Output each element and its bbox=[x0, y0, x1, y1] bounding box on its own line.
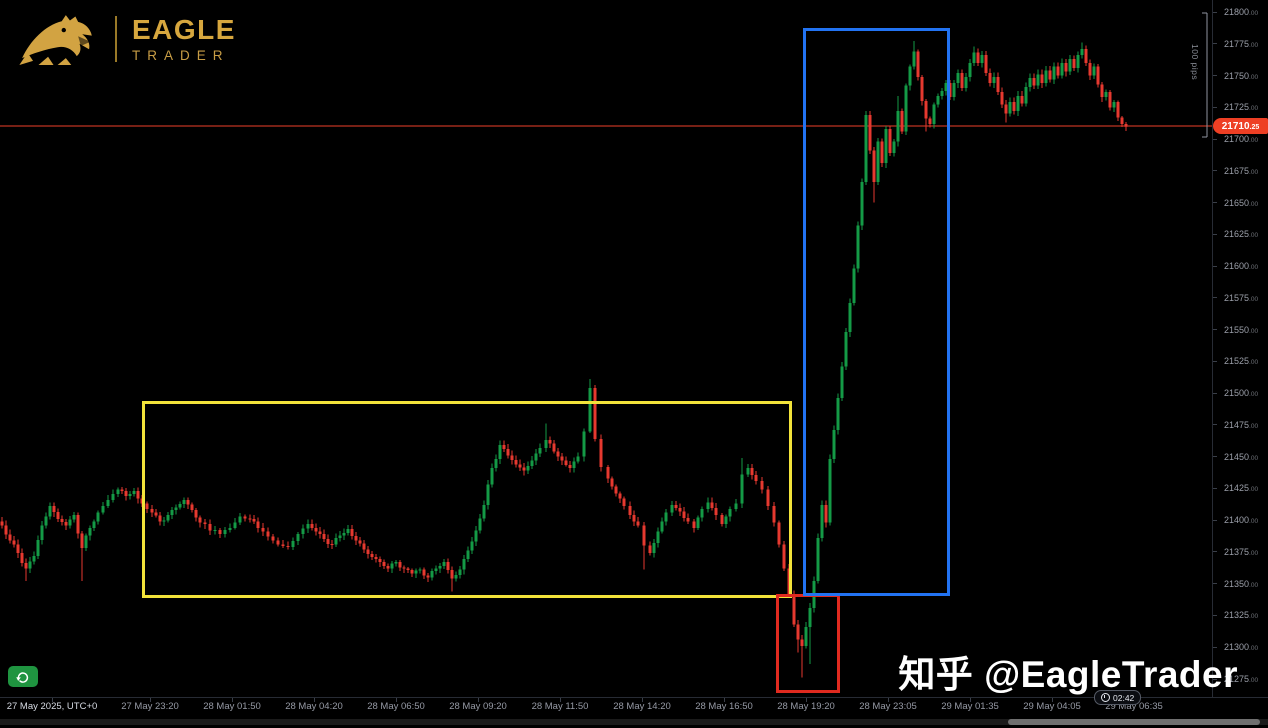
price-tick bbox=[1213, 646, 1217, 648]
time-tick-label: 27 May 2025, UTC+0 bbox=[6, 701, 98, 712]
chart-scrollbar-thumb[interactable] bbox=[1008, 719, 1260, 725]
time-tick-label: 28 May 19:20 bbox=[777, 701, 835, 712]
chart-area[interactable] bbox=[0, 0, 1213, 697]
time-tick-label: 29 May 06:35 bbox=[1105, 701, 1163, 712]
price-tick bbox=[1213, 456, 1217, 458]
measure-bracket[interactable] bbox=[1202, 12, 1210, 138]
price-tick bbox=[1213, 297, 1217, 299]
price-tick-label: 21625.00 bbox=[1224, 229, 1259, 240]
time-tick-label: 28 May 06:50 bbox=[367, 701, 425, 712]
price-tick-label: 21550.00 bbox=[1224, 324, 1259, 335]
price-tick-label: 21650.00 bbox=[1224, 197, 1259, 208]
time-tick bbox=[888, 698, 889, 702]
last-price-int: 21710 bbox=[1221, 120, 1250, 132]
price-tick bbox=[1213, 43, 1217, 45]
watermark: 知乎 @EagleTrader bbox=[898, 654, 1238, 695]
price-tick-label: 21425.00 bbox=[1224, 483, 1259, 494]
price-tick bbox=[1213, 424, 1217, 426]
time-tick bbox=[642, 698, 643, 702]
price-tick bbox=[1213, 360, 1217, 362]
last-price-badge: 21710.25 bbox=[1213, 118, 1268, 135]
price-tick bbox=[1213, 583, 1217, 585]
price-tick-label: 21675.00 bbox=[1224, 165, 1259, 176]
price-tick-label: 21525.00 bbox=[1224, 356, 1259, 367]
time-tick-label: 28 May 01:50 bbox=[203, 701, 261, 712]
time-tick bbox=[724, 698, 725, 702]
price-tick bbox=[1213, 106, 1217, 108]
price-tick bbox=[1213, 11, 1217, 13]
last-price-dec: .25 bbox=[1249, 123, 1260, 131]
price-axis[interactable]: 21800.00 21775.00 21750.00 21725.00 21700.00… bbox=[1212, 0, 1268, 697]
candlestick-chart[interactable] bbox=[0, 0, 1213, 697]
time-tick-label: 28 May 09:20 bbox=[449, 701, 507, 712]
countdown-text: 02:42 bbox=[1113, 692, 1135, 703]
price-tick-label: 21500.00 bbox=[1224, 388, 1259, 399]
price-tick bbox=[1213, 678, 1217, 680]
replay-refresh-icon bbox=[16, 672, 29, 683]
price-tick bbox=[1213, 551, 1217, 553]
clock-icon bbox=[1101, 693, 1110, 702]
price-tick bbox=[1213, 202, 1217, 204]
logo-divider bbox=[115, 16, 117, 62]
bar-countdown: 02:42 bbox=[1094, 690, 1142, 705]
price-tick bbox=[1213, 75, 1217, 77]
price-tick-label: 21575.00 bbox=[1224, 292, 1259, 303]
time-tick bbox=[150, 698, 151, 702]
price-tick-label: 21600.00 bbox=[1224, 261, 1259, 272]
time-tick bbox=[52, 698, 53, 702]
time-tick-label: 28 May 14:20 bbox=[613, 701, 671, 712]
price-tick-label: 21800.00 bbox=[1224, 7, 1259, 17]
time-tick bbox=[806, 698, 807, 702]
breakout-rally-box[interactable] bbox=[803, 28, 950, 596]
time-tick-label: 27 May 23:20 bbox=[121, 701, 179, 712]
price-tick bbox=[1213, 392, 1217, 394]
price-tick-label: 21325.00 bbox=[1224, 610, 1259, 621]
price-tick bbox=[1213, 233, 1217, 235]
time-tick bbox=[478, 698, 479, 702]
time-tick bbox=[314, 698, 315, 702]
price-tick-label: 21375.00 bbox=[1224, 546, 1259, 557]
measure-label: 100 pips bbox=[1190, 44, 1200, 81]
eagle-icon bbox=[19, 15, 92, 65]
price-tick-label: 21350.00 bbox=[1224, 578, 1259, 589]
price-tick bbox=[1213, 487, 1217, 489]
price-tick-label: 21700.00 bbox=[1224, 134, 1259, 145]
chart-scrollbar-track[interactable] bbox=[0, 719, 1268, 725]
price-tick-label: 21300.00 bbox=[1224, 642, 1259, 653]
price-tick bbox=[1213, 519, 1217, 521]
time-tick bbox=[232, 698, 233, 702]
brand-logo: EAGLE TRADER bbox=[18, 10, 236, 68]
time-tick-label: 28 May 16:50 bbox=[695, 701, 753, 712]
price-tick-label: 21450.00 bbox=[1224, 451, 1259, 462]
price-tick bbox=[1213, 265, 1217, 267]
time-tick-label: 28 May 11:50 bbox=[531, 701, 589, 712]
price-tick bbox=[1213, 614, 1217, 616]
time-tick bbox=[1052, 698, 1053, 702]
time-tick-label: 28 May 04:20 bbox=[285, 701, 343, 712]
price-tick-label: 21400.00 bbox=[1224, 515, 1259, 526]
replay-button[interactable] bbox=[8, 666, 38, 687]
price-tick bbox=[1213, 170, 1217, 172]
consolidation-range-box[interactable] bbox=[142, 401, 792, 598]
sell-off-low-box[interactable] bbox=[776, 594, 840, 693]
price-tick-label: 21725.00 bbox=[1224, 102, 1259, 113]
brand-title: EAGLE bbox=[132, 13, 236, 45]
time-axis[interactable]: 27 May 2025, UTC+0 27 May 23:20 28 May 01:… bbox=[0, 697, 1268, 714]
price-tick-label: 21475.00 bbox=[1224, 419, 1259, 430]
price-tick-label: 21275.00 bbox=[1224, 674, 1259, 684]
time-tick bbox=[396, 698, 397, 702]
time-tick bbox=[970, 698, 971, 702]
time-tick bbox=[560, 698, 561, 702]
price-tick-label: 21775.00 bbox=[1224, 38, 1259, 49]
time-tick-label: 28 May 23:05 bbox=[859, 701, 917, 712]
price-tick bbox=[1213, 138, 1217, 140]
time-tick-label: 29 May 04:05 bbox=[1023, 701, 1081, 712]
price-tick bbox=[1213, 329, 1217, 331]
time-tick-label: 29 May 01:35 bbox=[941, 701, 999, 712]
brand-subtitle: TRADER bbox=[132, 47, 230, 63]
price-tick-label: 21750.00 bbox=[1224, 70, 1259, 81]
